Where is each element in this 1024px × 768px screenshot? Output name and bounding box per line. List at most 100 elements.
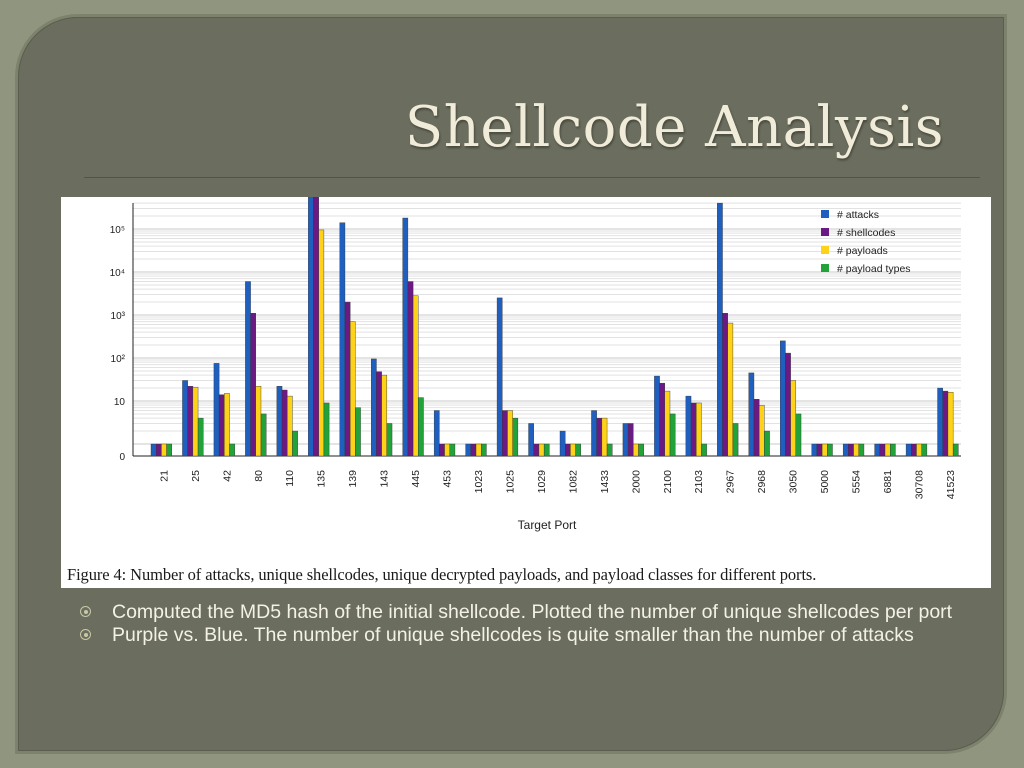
- bar: [911, 443, 917, 457]
- x-tick-label: 1025: [504, 470, 516, 494]
- bar: [727, 322, 734, 457]
- bar: [323, 402, 330, 457]
- bar: [591, 410, 597, 457]
- bar: [827, 443, 833, 457]
- bar: [664, 390, 671, 457]
- bar: [276, 386, 283, 457]
- bar: [575, 443, 581, 457]
- bar: [182, 380, 188, 457]
- figure-caption: Figure 4: Number of attacks, unique shel…: [67, 565, 817, 584]
- bar: [255, 386, 262, 457]
- bar: [879, 443, 886, 457]
- bar: [717, 202, 723, 457]
- x-tick-label: 1433: [599, 470, 611, 494]
- bar: [821, 443, 828, 457]
- x-tick-label: 143: [379, 470, 391, 488]
- bar: [339, 222, 346, 457]
- bar: [496, 297, 503, 457]
- bar: [753, 399, 760, 457]
- bar: [281, 389, 288, 457]
- bar: [192, 386, 199, 457]
- bar: [622, 423, 629, 457]
- bar: [638, 443, 644, 457]
- bar: [842, 443, 849, 457]
- bar: [811, 443, 818, 457]
- bar: [884, 443, 891, 457]
- bar: [245, 281, 251, 457]
- bar: [601, 417, 608, 457]
- bar: [780, 340, 786, 457]
- bar: [475, 443, 482, 457]
- bar: [627, 423, 634, 457]
- bar: [633, 443, 639, 457]
- bar: [853, 443, 859, 457]
- bar: [224, 393, 230, 457]
- bar: [533, 443, 540, 457]
- x-tick-label: 445: [410, 470, 422, 488]
- x-tick-label: 2103: [693, 470, 705, 494]
- x-tick-label: 135: [316, 470, 328, 488]
- bar: [764, 430, 770, 457]
- x-tick-label: 41523: [945, 470, 957, 499]
- y-tick-label: 10²: [111, 354, 126, 365]
- x-tick-label: 5554: [851, 470, 863, 494]
- x-tick-label: 453: [442, 470, 454, 488]
- bar: [150, 443, 157, 457]
- bar: [701, 443, 707, 457]
- legend-swatch: [821, 246, 829, 254]
- bar: [942, 390, 949, 457]
- bar: [218, 394, 225, 457]
- bar: [187, 386, 194, 457]
- bar: [795, 413, 802, 457]
- legend-swatch: [821, 264, 829, 272]
- bullet-text: Computed the MD5 hash of the initial she…: [112, 601, 953, 623]
- y-tick-label: 10³: [111, 311, 126, 322]
- legend-label: # shellcodes: [837, 227, 895, 239]
- bar: [344, 301, 351, 457]
- bar: [155, 443, 162, 457]
- bar: [292, 430, 298, 457]
- bar: [349, 321, 356, 457]
- bar: [528, 423, 534, 457]
- bar: [371, 358, 377, 457]
- bar: [376, 371, 382, 457]
- bar: [654, 375, 660, 457]
- bar: [858, 443, 865, 457]
- figure: 0 10 10² 10³ 10⁴ 10⁵ 21 25 42 80 110 135 139 143 445 45…: [61, 197, 991, 588]
- legend-label: # attacks: [837, 209, 879, 221]
- bar: [402, 217, 409, 457]
- bar: [439, 443, 445, 457]
- y-tick-label: 10⁵: [110, 225, 125, 236]
- bullet-icon: [80, 629, 91, 640]
- bullet-item: Purple vs. Blue. The number of unique sh…: [80, 624, 1000, 647]
- bar: [407, 281, 414, 457]
- bar: [161, 443, 167, 457]
- bar: [669, 413, 676, 457]
- bar: [596, 417, 603, 457]
- x-tick-label: 110: [284, 470, 296, 487]
- legend-label: # payload types: [837, 263, 911, 275]
- bar: [559, 430, 566, 457]
- x-tick-label: 6881: [882, 470, 894, 494]
- bar: [386, 423, 393, 457]
- title-divider: [84, 177, 980, 178]
- x-tick-label: 30708: [913, 470, 925, 499]
- bar: [570, 443, 576, 457]
- legend-label: # payloads: [837, 245, 888, 257]
- bar: [816, 443, 823, 457]
- bullet-item: Computed the MD5 hash of the initial she…: [80, 601, 1000, 624]
- bar: [685, 395, 692, 457]
- bar: [848, 443, 854, 457]
- bar: [890, 443, 896, 457]
- slide-title: Shellcode Analysis: [404, 95, 944, 160]
- bar: [287, 395, 293, 457]
- bar: [748, 372, 755, 457]
- bar: [606, 443, 613, 457]
- x-tick-label: 21: [158, 470, 170, 482]
- bar: [433, 410, 440, 457]
- x-tick-label: 139: [347, 470, 359, 488]
- bar: [758, 404, 765, 457]
- bar: [381, 374, 388, 457]
- bar: [465, 443, 472, 457]
- x-tick-label: 2967: [725, 470, 737, 494]
